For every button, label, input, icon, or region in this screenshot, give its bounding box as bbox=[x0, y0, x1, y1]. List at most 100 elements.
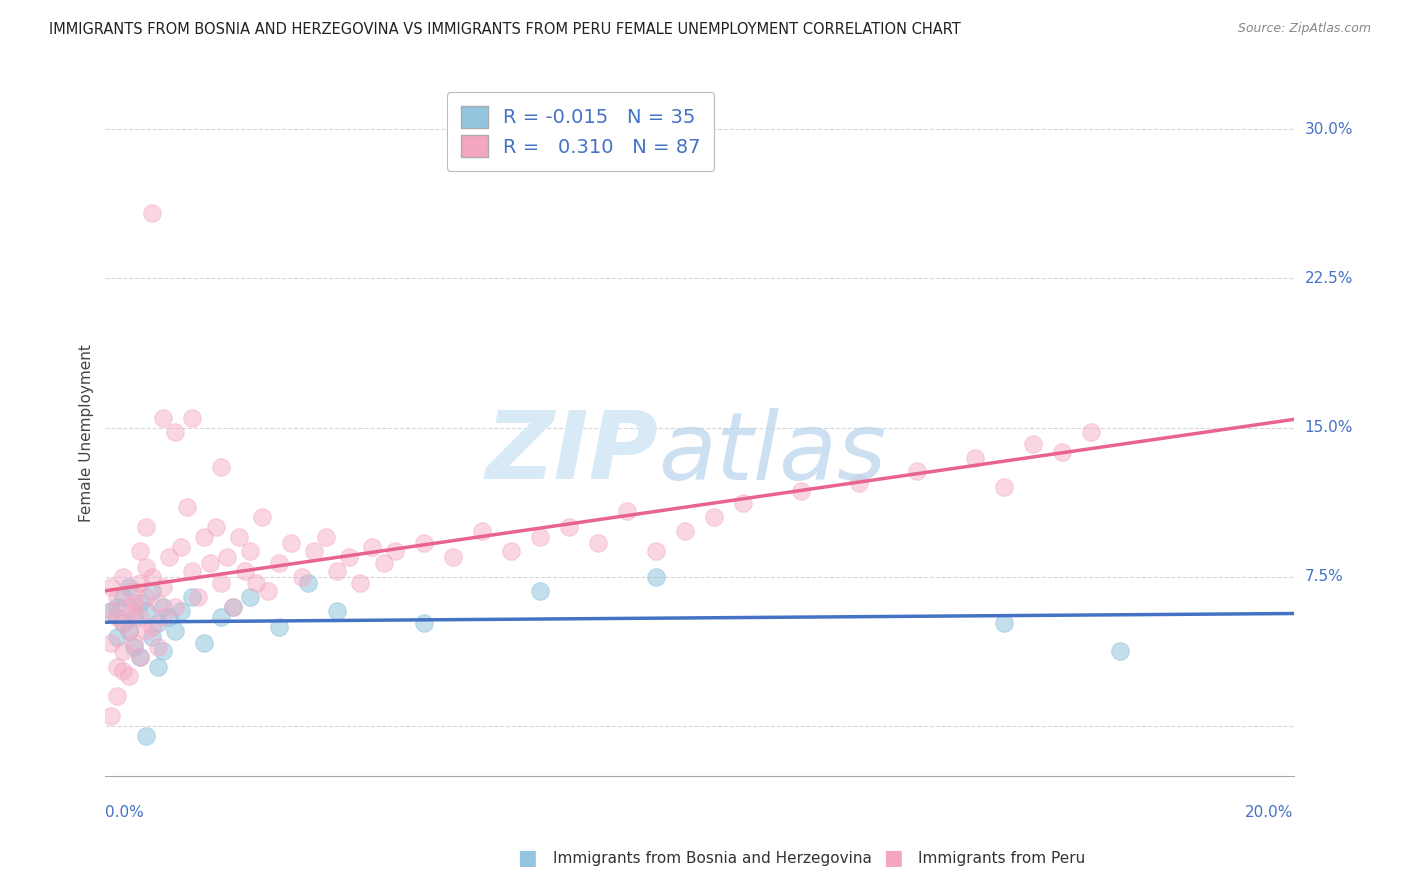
Point bbox=[181, 564, 204, 578]
Point bbox=[993, 480, 1015, 494]
Point bbox=[441, 549, 464, 564]
Point bbox=[124, 640, 146, 654]
Point bbox=[129, 609, 152, 624]
Point bbox=[152, 599, 174, 614]
Point bbox=[105, 659, 128, 673]
Point bbox=[209, 609, 232, 624]
Point bbox=[790, 484, 813, 499]
Point bbox=[100, 604, 122, 618]
Point bbox=[146, 596, 169, 610]
Point bbox=[152, 410, 174, 425]
Point bbox=[129, 576, 152, 591]
Point bbox=[135, 624, 157, 638]
Point bbox=[315, 530, 337, 544]
Point bbox=[239, 590, 262, 604]
Point bbox=[117, 624, 139, 638]
Point bbox=[117, 624, 139, 638]
Point bbox=[222, 599, 245, 614]
Text: ZIP: ZIP bbox=[485, 408, 658, 500]
Text: Immigrants from Bosnia and Herzegovina: Immigrants from Bosnia and Herzegovina bbox=[553, 851, 872, 865]
Text: Immigrants from Peru: Immigrants from Peru bbox=[918, 851, 1085, 865]
Point bbox=[157, 549, 180, 564]
Point bbox=[361, 540, 384, 554]
Text: Source: ZipAtlas.com: Source: ZipAtlas.com bbox=[1237, 22, 1371, 36]
Point bbox=[586, 536, 609, 550]
Point bbox=[1080, 425, 1102, 439]
Point bbox=[673, 524, 696, 538]
Point bbox=[146, 615, 169, 630]
Point bbox=[373, 556, 395, 570]
Point bbox=[111, 615, 134, 630]
Point bbox=[141, 630, 163, 644]
Point bbox=[993, 615, 1015, 630]
Point bbox=[233, 564, 256, 578]
Point bbox=[100, 580, 122, 594]
Point bbox=[193, 530, 215, 544]
Legend: R = -0.015   N = 35, R =   0.310   N = 87: R = -0.015 N = 35, R = 0.310 N = 87 bbox=[447, 92, 714, 171]
Point bbox=[105, 690, 128, 704]
Point bbox=[181, 410, 204, 425]
Point bbox=[280, 536, 302, 550]
Point bbox=[129, 596, 152, 610]
Point bbox=[645, 570, 668, 584]
Point bbox=[349, 576, 371, 591]
Point bbox=[245, 576, 267, 591]
Text: ■: ■ bbox=[517, 848, 537, 868]
Point bbox=[731, 496, 754, 510]
Point bbox=[297, 576, 319, 591]
Point bbox=[111, 615, 134, 630]
Point bbox=[269, 620, 291, 634]
Point bbox=[501, 544, 523, 558]
Point bbox=[141, 205, 163, 219]
Point bbox=[269, 556, 291, 570]
Y-axis label: Female Unemployment: Female Unemployment bbox=[79, 343, 94, 522]
Point bbox=[413, 615, 436, 630]
Point bbox=[616, 504, 638, 518]
Point bbox=[1050, 444, 1073, 458]
Text: 15.0%: 15.0% bbox=[1305, 420, 1353, 435]
Point bbox=[141, 620, 163, 634]
Text: 20.0%: 20.0% bbox=[1246, 805, 1294, 820]
Point bbox=[124, 635, 146, 649]
Point bbox=[1108, 643, 1130, 657]
Point bbox=[239, 544, 262, 558]
Text: atlas: atlas bbox=[658, 408, 886, 499]
Point bbox=[152, 643, 174, 657]
Point bbox=[209, 460, 232, 475]
Point bbox=[117, 669, 139, 683]
Point bbox=[963, 450, 986, 465]
Text: 30.0%: 30.0% bbox=[1305, 121, 1353, 136]
Point bbox=[204, 520, 226, 534]
Point bbox=[302, 544, 325, 558]
Text: 7.5%: 7.5% bbox=[1305, 569, 1343, 584]
Point bbox=[129, 544, 152, 558]
Point bbox=[471, 524, 494, 538]
Point bbox=[250, 510, 273, 524]
Point bbox=[111, 590, 134, 604]
Point bbox=[135, 520, 157, 534]
Point bbox=[124, 596, 146, 610]
Point bbox=[129, 649, 152, 664]
Point bbox=[117, 580, 139, 594]
Point bbox=[181, 590, 204, 604]
Point bbox=[209, 576, 232, 591]
Point bbox=[135, 729, 157, 743]
Point bbox=[291, 570, 314, 584]
Point bbox=[135, 560, 157, 574]
Point bbox=[105, 590, 128, 604]
Point bbox=[105, 609, 128, 624]
Point bbox=[170, 604, 193, 618]
Text: IMMIGRANTS FROM BOSNIA AND HERZEGOVINA VS IMMIGRANTS FROM PERU FEMALE UNEMPLOYME: IMMIGRANTS FROM BOSNIA AND HERZEGOVINA V… bbox=[49, 22, 960, 37]
Point bbox=[558, 520, 581, 534]
Point bbox=[124, 583, 146, 598]
Point bbox=[198, 556, 221, 570]
Point bbox=[105, 630, 128, 644]
Point bbox=[163, 425, 186, 439]
Point bbox=[703, 510, 725, 524]
Point bbox=[117, 599, 139, 614]
Point bbox=[146, 659, 169, 673]
Point bbox=[111, 664, 134, 678]
Point bbox=[163, 599, 186, 614]
Point bbox=[141, 570, 163, 584]
Text: 22.5%: 22.5% bbox=[1305, 271, 1353, 285]
